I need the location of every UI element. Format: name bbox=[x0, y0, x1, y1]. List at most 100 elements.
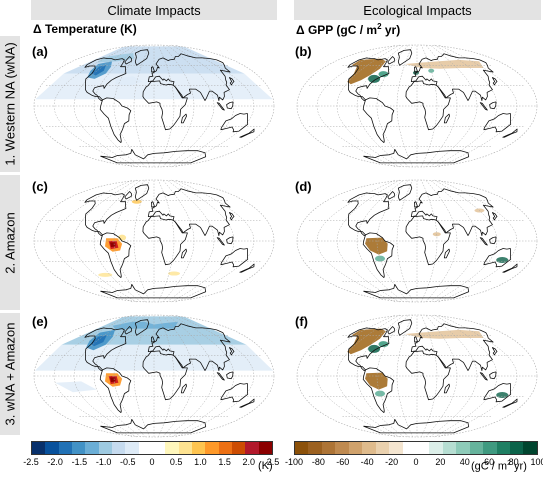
graticule-line bbox=[171, 179, 235, 303]
coastline-uk bbox=[414, 201, 418, 208]
graticule bbox=[34, 179, 274, 303]
gpp-colorbar-tick-label: 20 bbox=[435, 457, 446, 467]
coastline-borneo bbox=[226, 236, 234, 245]
coastline-na bbox=[84, 57, 127, 101]
coastline-australia bbox=[220, 113, 249, 133]
coastline-sa bbox=[362, 97, 395, 143]
coastline-australia bbox=[483, 113, 512, 133]
coastline-australia bbox=[220, 383, 249, 403]
anomaly-region bbox=[365, 372, 388, 390]
gpp-colorbar-tick-label: 0 bbox=[413, 457, 419, 467]
map-panel-f: (f) bbox=[294, 313, 540, 439]
temperature-colorbar-tick-label: 1.0 bbox=[194, 457, 207, 467]
coastline-sumatra bbox=[216, 237, 225, 246]
coastline-africa bbox=[405, 215, 451, 266]
gpp-colorbar-swatch bbox=[321, 442, 336, 454]
gpp-unit-prefix: (gC / m bbox=[471, 460, 508, 473]
coastline-sumatra bbox=[216, 372, 225, 381]
anomaly-region bbox=[131, 199, 142, 204]
gpp-colorbar-tick-label: -100 bbox=[284, 457, 304, 467]
gpp-colorbar-swatch bbox=[348, 442, 363, 454]
gpp-colorbar-tick-label: 60 bbox=[484, 457, 495, 467]
coastline-africa bbox=[405, 350, 451, 401]
graticule-line bbox=[53, 314, 133, 438]
gpp-colorbar-swatch bbox=[469, 442, 484, 454]
gpp-colorbar-swatch bbox=[335, 442, 349, 454]
gpp-colorbar-swatch bbox=[402, 442, 416, 454]
coastline-sa bbox=[99, 97, 132, 143]
coastline-uk bbox=[414, 336, 418, 343]
coastline-eurasia bbox=[410, 188, 494, 236]
graticule-line bbox=[175, 314, 255, 438]
graticule-line bbox=[133, 314, 150, 438]
gpp-colorbar-tick-label: -20 bbox=[385, 457, 399, 467]
anomaly-layer bbox=[35, 46, 273, 100]
graticule-line bbox=[376, 44, 409, 168]
coastlines bbox=[84, 184, 255, 299]
coastline-na bbox=[347, 192, 390, 236]
coastlines bbox=[347, 319, 518, 434]
temperature-colorbar-tick-label: -1.5 bbox=[71, 457, 88, 467]
coastline-sa bbox=[99, 232, 132, 278]
graticule-line bbox=[162, 44, 195, 168]
graticule-line bbox=[396, 179, 413, 303]
temperature-colorbar-tick-label: 0.5 bbox=[169, 457, 183, 467]
gpp-colorbar-ticks: -100 -80 -60 -40 -20 0 20 40 60 80 100 bbox=[285, 457, 543, 469]
temperature-colorbar-tick-label: 1.5 bbox=[218, 457, 231, 467]
gpp-map-amazon bbox=[296, 179, 538, 303]
graticule-line bbox=[336, 44, 400, 168]
gpp-colorbar-tick-label: -40 bbox=[360, 457, 374, 467]
coastline-uk bbox=[151, 66, 155, 73]
graticule-line bbox=[376, 314, 409, 438]
coastline-baffin bbox=[387, 56, 395, 65]
coastline-nz bbox=[502, 128, 518, 138]
graticule-line bbox=[421, 179, 438, 303]
anomaly-region bbox=[91, 65, 106, 76]
temperature-colorbar-swatch bbox=[98, 442, 112, 454]
coastlines bbox=[84, 49, 255, 164]
gpp-unit-suffix: yr) bbox=[510, 460, 527, 473]
coastline-eurasia bbox=[147, 323, 231, 371]
graticule-line bbox=[425, 179, 458, 303]
temperature-colorbar-swatch bbox=[32, 442, 46, 454]
graticule-line bbox=[113, 44, 146, 168]
globe-outline bbox=[33, 314, 275, 438]
coastlines bbox=[347, 49, 518, 164]
coastline-sumatra bbox=[479, 372, 488, 381]
anomaly-region bbox=[368, 344, 381, 353]
coastline-africa bbox=[142, 215, 188, 266]
coastline-japan bbox=[492, 347, 498, 356]
coastline-greenland bbox=[134, 49, 150, 66]
gpp-colorbar-swatch bbox=[496, 442, 510, 454]
graticule-line bbox=[425, 44, 458, 168]
coastline-greenland bbox=[397, 49, 413, 66]
graticule-line bbox=[316, 44, 396, 168]
coastline-africa bbox=[142, 80, 188, 131]
gpp-colorbar-tick-label: -80 bbox=[311, 457, 325, 467]
map-panel-d: (d) bbox=[294, 178, 540, 304]
temperature-colorbar-swatch bbox=[85, 442, 99, 454]
graticule-line bbox=[429, 179, 478, 303]
graticule-line bbox=[162, 314, 195, 438]
temperature-colorbar-swatch bbox=[151, 442, 166, 454]
temperature-colorbar-swatch bbox=[45, 442, 59, 454]
graticule bbox=[34, 314, 274, 438]
graticule-line bbox=[396, 314, 413, 438]
temperature-colorbar-tick-label: 2.5 bbox=[266, 457, 280, 467]
coastline-borneo bbox=[226, 371, 234, 380]
anomaly-region bbox=[365, 237, 388, 255]
column-header-ecological-label: Ecological Impacts bbox=[363, 2, 472, 18]
graticule-line bbox=[175, 44, 255, 168]
temperature-unit: (K) bbox=[258, 460, 273, 472]
coastline-baffin bbox=[124, 191, 132, 200]
coastline-na bbox=[84, 192, 127, 236]
coastline-antarctica bbox=[363, 419, 470, 434]
anomaly-region bbox=[405, 329, 484, 339]
coastline-madagascar bbox=[443, 113, 450, 124]
graticule-line bbox=[356, 44, 405, 168]
gpp-colorbar-swatch bbox=[523, 442, 537, 454]
graticule bbox=[297, 314, 537, 438]
coastline-greenland bbox=[397, 184, 413, 201]
graticule-line bbox=[316, 179, 396, 303]
coastline-japan bbox=[229, 347, 235, 356]
